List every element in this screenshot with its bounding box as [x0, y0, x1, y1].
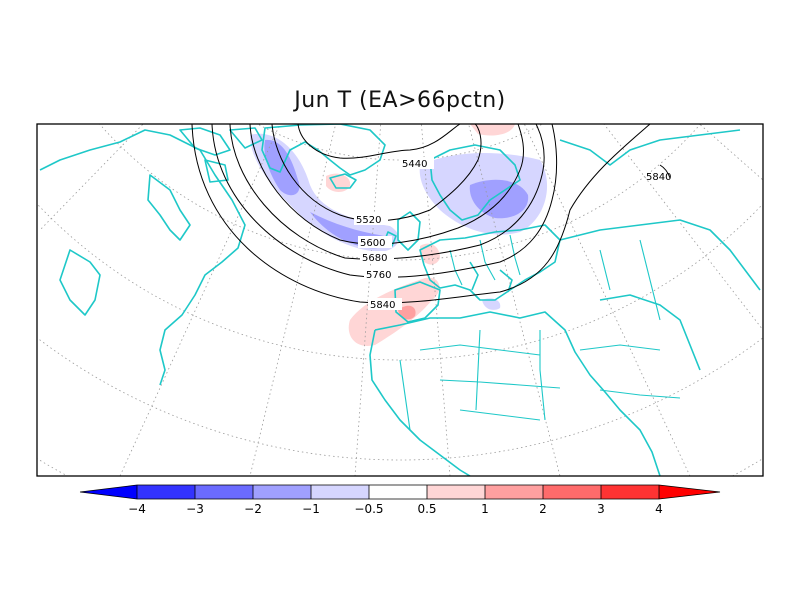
contour-5520: [271, 124, 482, 222]
colorbar-segment: [311, 485, 369, 499]
contour-label: 5760: [366, 270, 391, 281]
colorbar-segment: [601, 485, 659, 499]
africa-coast: [369, 311, 661, 476]
latlon-grid: [37, 124, 763, 476]
contour-5760: [211, 124, 558, 278]
cold-anomaly-europe-core: [469, 179, 529, 219]
greenland-coast: [261, 124, 386, 176]
contour-5600: [249, 124, 524, 245]
colorbar-tick-label: 3: [597, 502, 605, 516]
colorbar-tick-label: 4: [655, 502, 663, 516]
contour-5440: [297, 124, 461, 159]
warm-anomaly-iberia: [348, 277, 440, 346]
contour-label: 5440: [402, 159, 427, 170]
colorbar-segment: [253, 485, 311, 499]
map-frame: [36, 123, 764, 477]
colorbar-tick-label: 1: [481, 502, 489, 516]
iberia-coast: [394, 281, 441, 323]
europe-coast: [419, 224, 561, 301]
colorbar-tick-label: −3: [186, 502, 204, 516]
contour-label: 5840: [646, 172, 671, 183]
warm-anomaly-northsea: [420, 243, 440, 265]
map-title: Jun T (EA>66pctn): [294, 88, 506, 113]
colorbar-segment: [485, 485, 543, 499]
arctic-islands: [179, 127, 263, 183]
asia-coast: [559, 219, 761, 371]
colorbar-tick-label: −2: [244, 502, 262, 516]
colorbar-tick-label: 0.5: [417, 502, 436, 516]
colorbar-tick-label: 2: [539, 502, 547, 516]
colorbar: −4 −3 −2 −1 −0.5 0.5 1 2 3 4: [79, 484, 721, 516]
iceland-coast: [329, 173, 357, 189]
contour-5840-east: [659, 164, 671, 179]
colorbar-high-arrow: [659, 485, 720, 499]
colorbar-segment: [195, 485, 253, 499]
contour-label: 5600: [360, 238, 385, 249]
height-contours: [191, 124, 671, 304]
colorbar-segment: [137, 485, 195, 499]
contour-label-group: 5440 5520 5600 5680 5760 5840 5840: [354, 157, 671, 311]
colorbar-segment: [427, 485, 485, 499]
country-borders: [399, 234, 681, 431]
cold-anomaly-mediterranean: [482, 298, 501, 310]
contour-5840-west: [191, 124, 651, 304]
scandinavia-coast: [429, 129, 741, 221]
colorbar-segment: [543, 485, 601, 499]
contour-label: 5840: [370, 300, 395, 311]
coastlines: [39, 124, 761, 476]
contour-label: 5520: [356, 215, 381, 226]
north-america-coast: [39, 129, 246, 386]
warm-anomaly-top: [470, 124, 515, 136]
contour-label: 5680: [362, 253, 387, 264]
colorbar-tick-label: −1: [302, 502, 320, 516]
contour-5680: [229, 124, 545, 260]
warm-anomaly-iberia-core: [398, 305, 416, 320]
colorbar-tick-label: −0.5: [354, 502, 383, 516]
colorbar-tick-label: −4: [128, 502, 146, 516]
colorbar-segment: [369, 485, 427, 499]
colorbar-low-arrow: [80, 485, 137, 499]
